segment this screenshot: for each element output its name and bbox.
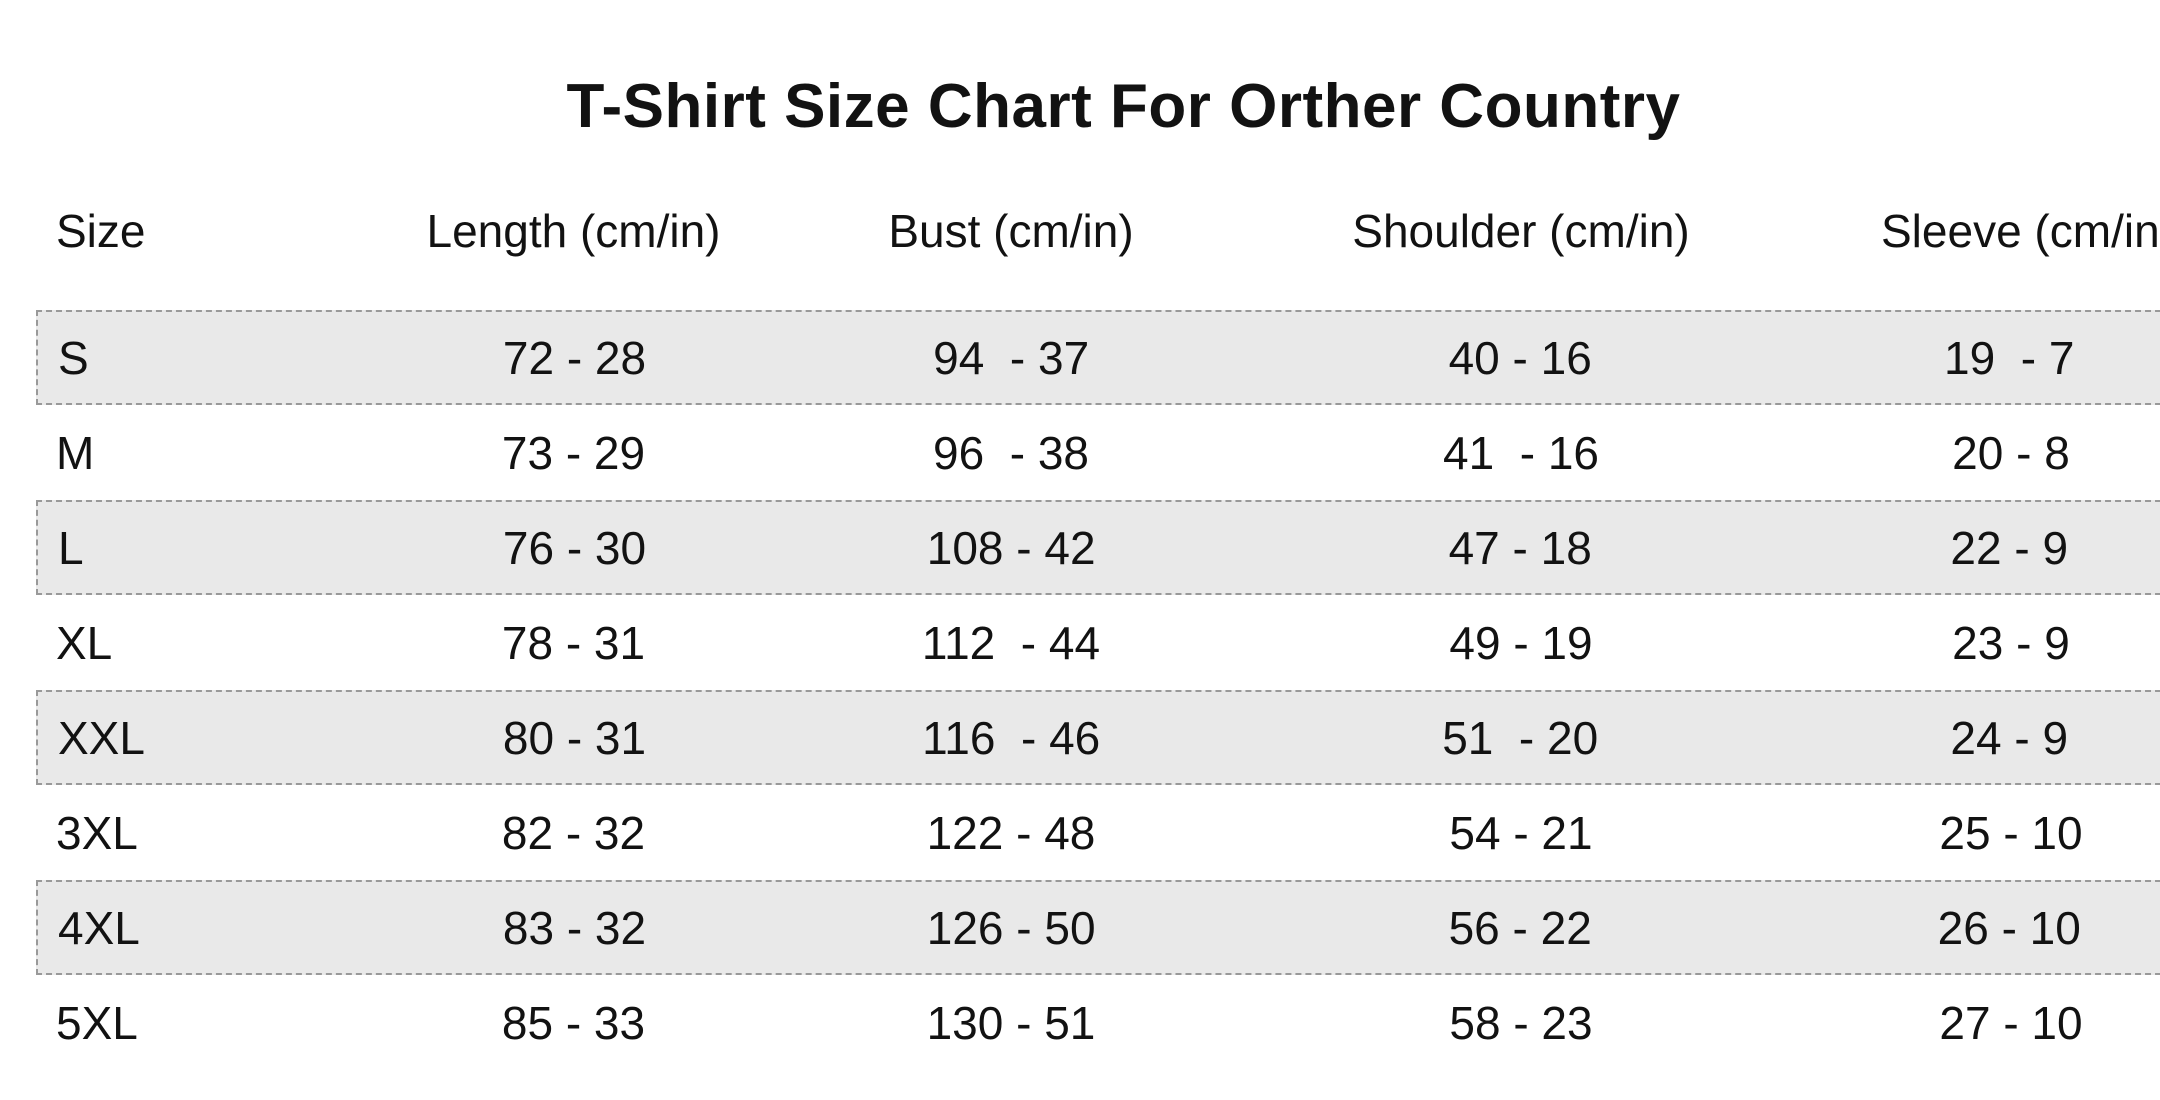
cell-bust: 130 - 51 bbox=[926, 996, 1096, 1049]
table-body: S 72 - 28 94 - 37 40 - 16 19 - 7 M 73 - … bbox=[36, 310, 2160, 1070]
cell-shoulder: 47 - 18 bbox=[1448, 521, 1592, 574]
cell-length: 80 - 31 bbox=[502, 711, 647, 764]
cell-size: XXL bbox=[58, 711, 145, 764]
table-row-5xl: 5XL 85 - 33 130 - 51 58 - 23 27 - 10 bbox=[36, 975, 2160, 1070]
cell-size: 3XL bbox=[56, 806, 138, 859]
cell-sleeve: 20 - 8 bbox=[1952, 426, 2070, 479]
cell-bust: 108 - 42 bbox=[926, 521, 1096, 574]
table-row-l: L 76 - 30 108 - 42 47 - 18 22 - 9 bbox=[36, 500, 2160, 595]
cell-size: 5XL bbox=[56, 996, 138, 1049]
cell-bust: 116 - 46 bbox=[922, 711, 1101, 764]
column-header-length: Length (cm/in) bbox=[426, 205, 721, 257]
cell-sleeve: 19 - 7 bbox=[1944, 331, 2075, 384]
cell-length: 85 - 33 bbox=[501, 996, 646, 1049]
size-chart: T-Shirt Size Chart For Orther Country Si… bbox=[36, 0, 2160, 1100]
table-header-row: Size Length (cm/in) Bust (cm/in) Shoulde… bbox=[36, 205, 2160, 257]
cell-shoulder: 58 - 23 bbox=[1449, 996, 1593, 1049]
cell-sleeve: 27 - 10 bbox=[1939, 996, 2083, 1049]
cell-length: 72 - 28 bbox=[502, 331, 647, 384]
cell-shoulder: 56 - 22 bbox=[1448, 901, 1592, 954]
cell-shoulder: 41 - 16 bbox=[1443, 426, 1599, 479]
cell-sleeve: 24 - 9 bbox=[1950, 711, 2069, 764]
cell-length: 78 - 31 bbox=[501, 616, 646, 669]
cell-shoulder: 40 - 16 bbox=[1448, 331, 1592, 384]
cell-bust: 94 - 37 bbox=[933, 331, 1090, 384]
table-row-3xl: 3XL 82 - 32 122 - 48 54 - 21 25 - 10 bbox=[36, 785, 2160, 880]
cell-length: 73 - 29 bbox=[501, 426, 646, 479]
column-header-shoulder: Shoulder (cm/in) bbox=[1352, 205, 1690, 257]
cell-bust: 126 - 50 bbox=[926, 901, 1096, 954]
table-row-s: S 72 - 28 94 - 37 40 - 16 19 - 7 bbox=[36, 310, 2160, 405]
cell-shoulder: 54 - 21 bbox=[1449, 806, 1593, 859]
cell-bust: 112 - 44 bbox=[921, 616, 1101, 669]
table-row-4xl: 4XL 83 - 32 126 - 50 56 - 22 26 - 10 bbox=[36, 880, 2160, 975]
cell-size: L bbox=[58, 521, 84, 574]
cell-sleeve: 22 - 9 bbox=[1950, 521, 2069, 574]
table-row-xxl: XXL 80 - 31 116 - 46 51 - 20 24 - 9 bbox=[36, 690, 2160, 785]
cell-length: 76 - 30 bbox=[502, 521, 647, 574]
cell-size: XL bbox=[56, 616, 113, 669]
table-row-xl: XL 78 - 31 112 - 44 49 - 19 23 - 9 bbox=[36, 595, 2160, 690]
cell-sleeve: 26 - 10 bbox=[1937, 901, 2081, 954]
cell-shoulder: 49 - 19 bbox=[1449, 616, 1593, 669]
column-header-size: Size bbox=[56, 205, 146, 257]
cell-size: M bbox=[56, 426, 95, 479]
cell-sleeve: 25 - 10 bbox=[1939, 806, 2083, 859]
cell-length: 82 - 32 bbox=[501, 806, 646, 859]
cell-shoulder: 51 - 20 bbox=[1442, 711, 1599, 764]
table-row-m: M 73 - 29 96 - 38 41 - 16 20 - 8 bbox=[36, 405, 2160, 500]
cell-size: 4XL bbox=[58, 901, 140, 954]
page-title: T-Shirt Size Chart For Orther Country bbox=[566, 72, 1681, 141]
cell-sleeve: 23 - 9 bbox=[1952, 616, 2070, 669]
column-header-sleeve: Sleeve (cm/in) bbox=[1881, 205, 2160, 257]
cell-bust: 122 - 48 bbox=[926, 806, 1096, 859]
cell-bust: 96 - 38 bbox=[933, 426, 1089, 479]
cell-length: 83 - 32 bbox=[502, 901, 647, 954]
cell-size: S bbox=[58, 331, 89, 384]
column-header-bust: Bust (cm/in) bbox=[888, 205, 1134, 257]
